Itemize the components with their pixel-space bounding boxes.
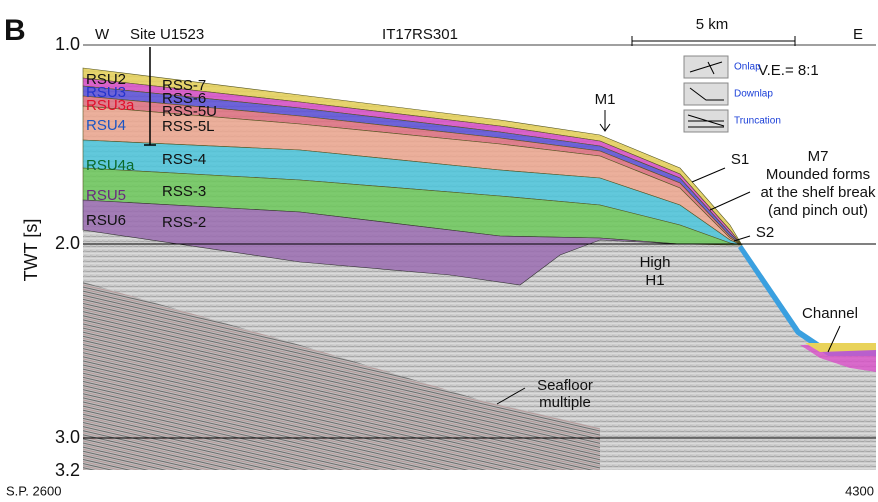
west-label: W [95, 26, 110, 43]
annotation: High [640, 254, 671, 271]
scale-bar [631, 36, 796, 46]
seismic-section [82, 67, 876, 470]
annotation: S2 [756, 224, 774, 241]
ve-label: V.E.= 8:1 [758, 62, 819, 79]
annotation: H1 [645, 272, 664, 289]
annotation: multiple [539, 394, 591, 411]
tick-label: 2.0 [55, 233, 80, 253]
unit-label: RSU3 [86, 84, 126, 101]
legend-label: Downlap [734, 89, 773, 100]
sequence-label: RSS-5L [162, 118, 215, 135]
section-part [83, 282, 600, 470]
annotation: Seafloor [537, 377, 593, 394]
unit-label: RSU4 [86, 117, 126, 134]
unit-label: RSU2 [86, 71, 126, 88]
section-part [805, 343, 876, 352]
tick-label: 1.0 [55, 34, 80, 54]
annotation: (and pinch out) [768, 202, 868, 219]
section-part [800, 345, 876, 372]
annotation: Mounded forms [766, 166, 870, 183]
unit-label: RSU4a [86, 157, 135, 174]
annotation: at the shelf break [760, 184, 876, 201]
annotations: M1 S1 M7 Mounded forms at the shelf brea… [496, 91, 876, 411]
sequence-label: RSS-4 [162, 151, 206, 168]
sequence-label: RSS-6 [162, 90, 206, 107]
annotation: M1 [595, 91, 616, 108]
sequence-label: RSS-2 [162, 214, 206, 231]
scale-label: 5 km [696, 16, 729, 33]
annotation: M7 [808, 148, 829, 165]
tick-label: 3.2 [55, 460, 80, 480]
site-label: Site U1523 [130, 26, 204, 43]
unit-label: RSU6 [86, 212, 126, 229]
unit-label: RSU3a [86, 97, 135, 114]
axis-label: TWT [s] [21, 219, 41, 282]
tick-label: 3.0 [55, 427, 80, 447]
annotation: S1 [731, 151, 749, 168]
legend: Onlap Downlap Truncation [683, 55, 781, 133]
unit-labels: RSU2 RSU3 RSU3a RSU4 RSU4a RSU5 RSU6 RSS… [86, 71, 217, 231]
unit-label: RSU5 [86, 187, 126, 204]
section-part [82, 199, 681, 286]
sp-label: S.P. 2600 [6, 483, 61, 498]
sequence-label: RSS-5U [162, 103, 217, 120]
east-label: E [853, 26, 863, 43]
legend-label: Truncation [734, 116, 781, 127]
annotation: Channel [802, 305, 858, 322]
sequence-label: RSS-3 [162, 183, 206, 200]
panel-label: B [4, 14, 26, 47]
profile-label: IT17RS301 [382, 26, 458, 43]
sp-label: 4300 [845, 483, 874, 498]
sequence-label: RSS-7 [162, 77, 206, 94]
legend-label: Onlap [734, 62, 761, 73]
